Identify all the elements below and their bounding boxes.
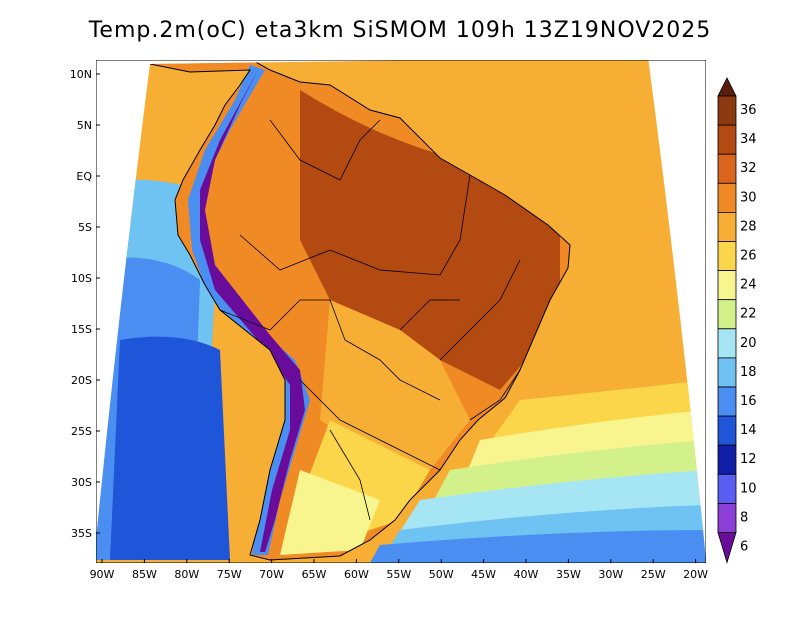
lat-label-10n: 10N (70, 68, 92, 81)
lon-label-20w: 20W (683, 568, 708, 581)
colorbar-label-6: 6 (740, 540, 748, 555)
colorbar: 36 34 32 30 28 26 24 22 20 18 16 14 12 10 8 6 (717, 77, 757, 564)
lon-label-50w: 50W (429, 568, 454, 581)
colorbar-label-24: 24 (740, 278, 757, 293)
lon-label-25w: 25W (641, 568, 666, 581)
lon-label-45w: 45W (471, 568, 496, 581)
map-title: Temp.2m(oC) eta3km SiSMOM 109h 13Z19NOV2… (88, 18, 712, 43)
lat-label-10s: 10S (71, 272, 92, 285)
lon-label-35w: 35W (556, 568, 581, 581)
lat-label-15s: 15S (71, 323, 92, 336)
colorbar-swatch (717, 299, 737, 330)
colorbar-label-12: 12 (740, 452, 757, 467)
lon-label-80w: 80W (174, 568, 199, 581)
colorbar-swatch (717, 124, 737, 155)
colorbar-top-arrow (717, 77, 737, 97)
colorbar-label-36: 36 (740, 103, 757, 118)
colorbar-label-10: 10 (740, 481, 757, 496)
colorbar-label-18: 18 (740, 365, 757, 380)
lat-label-5n: 5N (77, 119, 92, 132)
colorbar-swatch (717, 357, 737, 388)
latitude-labels: 10N 5N EQ 5S 10S 15S 20S 25S 30S 35S (70, 68, 100, 540)
colorbar-swatch (717, 444, 737, 475)
lon-label-75w: 75W (217, 568, 242, 581)
colorbar-label-14: 14 (740, 423, 757, 438)
lon-label-60w: 60W (344, 568, 369, 581)
colorbar-label-32: 32 (740, 161, 757, 176)
country-borders (219, 119, 521, 521)
temperature-field (96, 60, 706, 563)
colorbar-label-34: 34 (740, 132, 757, 147)
colorbar-label-26: 26 (740, 249, 757, 264)
lat-label-25s: 25S (71, 425, 92, 438)
colorbar-label-16: 16 (740, 394, 757, 409)
longitude-labels: 90W 85W 80W 75W 70W 65W 60W 55W 50W 45W 40W 35W 30W 2… (90, 559, 708, 581)
colorbar-swatch (717, 211, 737, 242)
lon-label-55w: 55W (386, 568, 411, 581)
colorbar-swatch (717, 502, 737, 533)
lon-label-65w: 65W (302, 568, 327, 581)
colorbar-swatch (717, 241, 737, 272)
colorbar-swatch (717, 386, 737, 417)
colorbar-swatch (717, 182, 737, 213)
lat-label-20s: 20S (71, 374, 92, 387)
colorbar-swatch (717, 473, 737, 504)
lat-label-30s: 30S (71, 476, 92, 489)
lon-label-90w: 90W (90, 568, 115, 581)
colorbar-swatch (717, 153, 737, 184)
colorbar-label-8: 8 (740, 510, 748, 525)
lat-label-35s: 35S (71, 527, 92, 540)
lon-label-85w: 85W (132, 568, 157, 581)
colorbar-swatch (717, 95, 737, 126)
colorbar-swatch (717, 270, 737, 301)
lat-label-5s: 5S (78, 221, 92, 234)
lon-label-30w: 30W (598, 568, 623, 581)
colorbar-swatch (717, 415, 737, 446)
lon-label-40w: 40W (514, 568, 539, 581)
colorbar-label-28: 28 (740, 219, 757, 234)
colorbar-swatch (717, 328, 737, 359)
lon-label-70w: 70W (259, 568, 284, 581)
colorbar-label-30: 30 (740, 190, 757, 205)
colorbar-label-22: 22 (740, 307, 757, 322)
lat-label-eq: EQ (76, 170, 92, 183)
colorbar-label-20: 20 (740, 336, 757, 351)
colorbar-bottom-arrow (717, 532, 737, 564)
